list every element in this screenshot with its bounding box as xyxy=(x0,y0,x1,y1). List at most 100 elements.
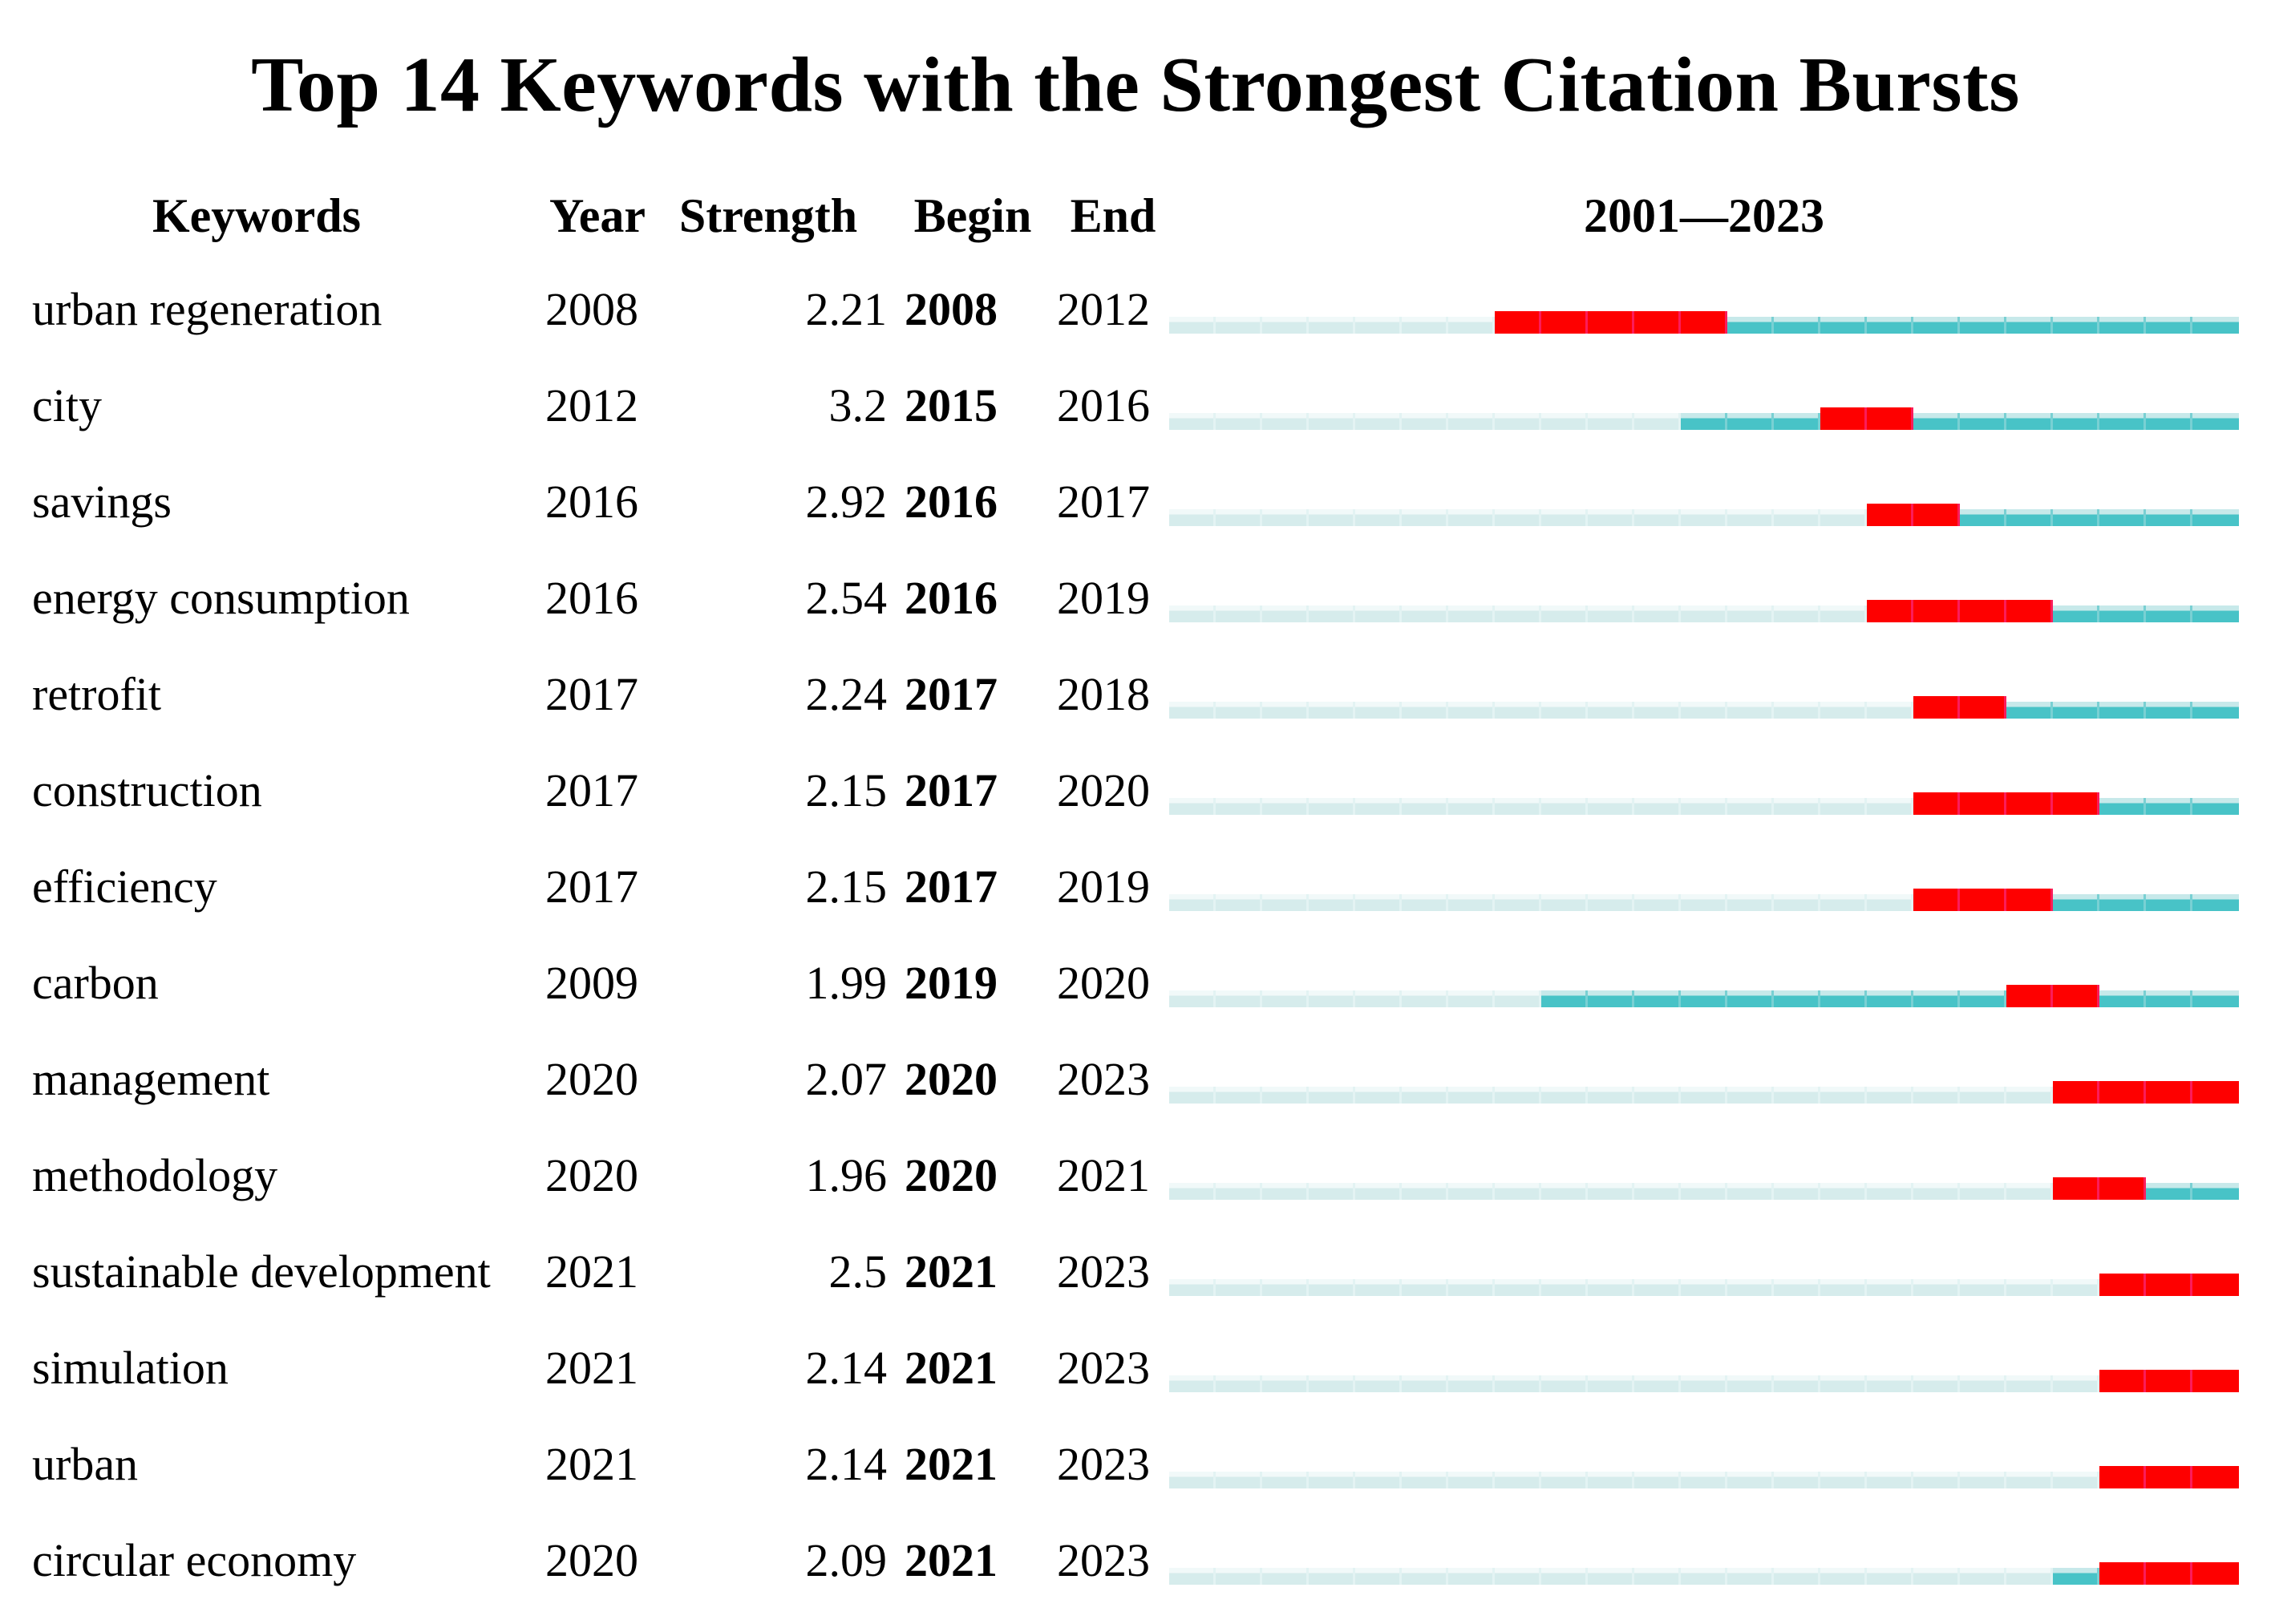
timeline-segment-red xyxy=(2006,600,2053,622)
timeline-segment-teal xyxy=(2192,317,2239,334)
timeline-segment-red xyxy=(1867,407,1913,430)
timeline-segment-teal xyxy=(1774,413,1820,430)
timeline-segment-teal xyxy=(2146,317,2192,334)
timeline-segment-pale xyxy=(1820,1183,1867,1200)
timeline-bar xyxy=(1169,889,2239,911)
timeline-segment-pale xyxy=(1495,798,1541,815)
timeline-segment-red xyxy=(2053,985,2099,1007)
keyword-cell: construction xyxy=(32,764,262,816)
begin-cell: 2021 xyxy=(905,1342,998,1394)
strength-cell: 2.5 xyxy=(828,1245,888,1298)
begin-cell: 2019 xyxy=(905,957,998,1009)
timeline-segment-teal xyxy=(1820,317,1867,334)
timeline-bar xyxy=(1169,1177,2239,1200)
timeline-segment-pale xyxy=(1169,413,1216,430)
timeline-segment-pale xyxy=(1820,702,1867,719)
timeline-segment-pale xyxy=(1495,413,1541,430)
timeline-segment-red xyxy=(2099,1562,2146,1585)
timeline-segment-teal xyxy=(1727,413,1774,430)
timeline-segment-red xyxy=(2006,889,2053,911)
timeline-segment-teal xyxy=(2146,509,2192,526)
timeline-segment-pale xyxy=(1355,1087,1402,1104)
timeline-segment-teal xyxy=(2053,413,2099,430)
timeline-segment-pale xyxy=(1541,1087,1588,1104)
begin-cell: 2017 xyxy=(905,668,998,720)
timeline-segment-red xyxy=(2192,1081,2239,1104)
timeline-segment-pale xyxy=(1169,990,1216,1007)
table-row: urban regeneration 2008 2.21 2008 2012 xyxy=(0,261,2271,358)
timeline-segment-pale xyxy=(1216,413,1262,430)
timeline-segment-pale xyxy=(2006,1375,2053,1392)
timeline-segment-pale xyxy=(1541,894,1588,911)
table-header: Keywords Year Strength Begin End 2001—20… xyxy=(0,170,2271,261)
timeline-segment-pale xyxy=(1774,1472,1820,1488)
begin-cell: 2020 xyxy=(905,1149,998,1201)
timeline-segment-pale xyxy=(1448,317,1495,334)
timeline-segment-pale xyxy=(1820,798,1867,815)
timeline-segment-pale xyxy=(1216,702,1262,719)
timeline-segment-pale xyxy=(1355,798,1402,815)
timeline-segment-pale xyxy=(1262,1087,1309,1104)
timeline-bar xyxy=(1169,1370,2239,1392)
timeline-segment-pale xyxy=(1588,509,1634,526)
timeline-segment-pale xyxy=(1588,1375,1634,1392)
timeline-segment-red xyxy=(2053,792,2099,815)
table-row: urban 2021 2.14 2021 2023 xyxy=(0,1416,2271,1513)
timeline-segment-red xyxy=(2053,1081,2099,1104)
strength-cell: 3.2 xyxy=(828,379,888,431)
keyword-cell: sustainable development xyxy=(32,1245,491,1298)
begin-cell: 2017 xyxy=(905,764,998,816)
timeline-segment-pale xyxy=(1541,1472,1588,1488)
timeline-segment-pale xyxy=(1355,509,1402,526)
timeline-segment-pale xyxy=(1774,1087,1820,1104)
timeline-segment-pale xyxy=(1309,1087,1355,1104)
keyword-cell: methodology xyxy=(32,1149,278,1201)
timeline-segment-pale xyxy=(1681,1472,1727,1488)
year-cell: 2021 xyxy=(545,1342,638,1394)
timeline-segment-pale xyxy=(1495,990,1541,1007)
timeline-segment-pale xyxy=(2053,1279,2099,1296)
timeline-cell xyxy=(1169,1055,2239,1104)
timeline-segment-pale xyxy=(1541,702,1588,719)
timeline-cell xyxy=(1169,1248,2239,1296)
timeline-segment-pale xyxy=(1774,1183,1820,1200)
timeline-segment-teal xyxy=(1774,317,1820,334)
timeline-segment-pale xyxy=(1262,509,1309,526)
timeline-segment-red xyxy=(1960,889,2006,911)
year-cell: 2012 xyxy=(545,379,638,431)
timeline-segment-pale xyxy=(1960,1472,2006,1488)
timeline-segment-teal xyxy=(2146,605,2192,622)
timeline-segment-pale xyxy=(1309,413,1355,430)
timeline-segment-pale xyxy=(1448,894,1495,911)
timeline-segment-red xyxy=(1913,600,1960,622)
table-row: energy consumption 2016 2.54 2016 2019 xyxy=(0,550,2271,646)
table-row: methodology 2020 1.96 2020 2021 xyxy=(0,1128,2271,1224)
timeline-segment-pale xyxy=(1820,509,1867,526)
timeline-segment-teal xyxy=(2192,413,2239,430)
timeline-segment-pale xyxy=(1309,317,1355,334)
timeline-segment-pale xyxy=(1448,1279,1495,1296)
timeline-segment-red xyxy=(1913,792,1960,815)
timeline-segment-pale xyxy=(1169,1087,1216,1104)
keyword-cell: urban xyxy=(32,1438,139,1490)
timeline-segment-teal xyxy=(1588,990,1634,1007)
timeline-segment-pale xyxy=(1262,894,1309,911)
table-row: management 2020 2.07 2020 2023 xyxy=(0,1031,2271,1128)
keyword-cell: carbon xyxy=(32,957,159,1009)
timeline-segment-red xyxy=(2099,1081,2146,1104)
table-row: construction 2017 2.15 2017 2020 xyxy=(0,743,2271,839)
timeline-segment-red xyxy=(1681,311,1727,334)
timeline-segment-pale xyxy=(1541,798,1588,815)
timeline-cell xyxy=(1169,382,2239,430)
timeline-segment-teal xyxy=(2146,990,2192,1007)
timeline-segment-pale xyxy=(1727,894,1774,911)
timeline-segment-pale xyxy=(2006,1279,2053,1296)
timeline-segment-red xyxy=(1913,504,1960,526)
timeline-segment-teal xyxy=(2053,702,2099,719)
strength-cell: 1.96 xyxy=(805,1149,888,1201)
timeline-bar xyxy=(1169,1562,2239,1585)
timeline-segment-red xyxy=(2099,1274,2146,1296)
timeline-segment-pale xyxy=(1216,1087,1262,1104)
table-row: retrofit 2017 2.24 2017 2018 xyxy=(0,646,2271,743)
table-row: savings 2016 2.92 2016 2017 xyxy=(0,454,2271,550)
